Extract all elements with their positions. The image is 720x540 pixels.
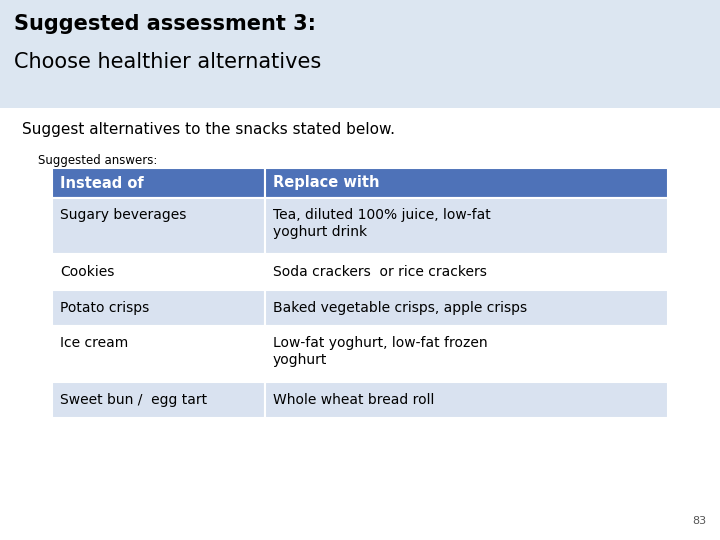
Bar [52,326,264,382]
Bar [52,290,264,326]
Text: Ice cream: Ice cream [60,336,128,350]
Text: Cookies: Cookies [60,265,114,279]
Bar [264,290,668,326]
Text: Sugary beverages: Sugary beverages [60,208,186,222]
Text: Suggest alternatives to the snacks stated below.: Suggest alternatives to the snacks state… [22,122,395,137]
Bar [264,382,668,418]
Text: Choose healthier alternatives: Choose healthier alternatives [14,52,321,72]
Text: Replace with: Replace with [272,176,379,191]
Text: Suggested assessment 3:: Suggested assessment 3: [14,14,316,34]
Bar [52,168,264,198]
Text: Whole wheat bread roll: Whole wheat bread roll [272,393,434,407]
Text: Tea, diluted 100% juice, low-fat
yoghurt drink: Tea, diluted 100% juice, low-fat yoghurt… [272,208,490,239]
Text: 83: 83 [692,516,706,526]
Text: Potato crisps: Potato crisps [60,301,149,315]
Text: Baked vegetable crisps, apple crisps: Baked vegetable crisps, apple crisps [272,301,526,315]
Text: Instead of: Instead of [60,176,144,191]
Text: Soda crackers  or rice crackers: Soda crackers or rice crackers [272,265,487,279]
Text: Low-fat yoghurt, low-fat frozen
yoghurt: Low-fat yoghurt, low-fat frozen yoghurt [272,336,487,367]
Bar [0,0,720,108]
Bar [264,198,668,254]
Text: Suggested answers:: Suggested answers: [38,154,158,167]
Text: Sweet bun /  egg tart: Sweet bun / egg tart [60,393,207,407]
Bar [52,382,264,418]
Bar [264,326,668,382]
Bar [264,168,668,198]
Bar [52,254,264,290]
Bar [52,198,264,254]
Bar [264,254,668,290]
